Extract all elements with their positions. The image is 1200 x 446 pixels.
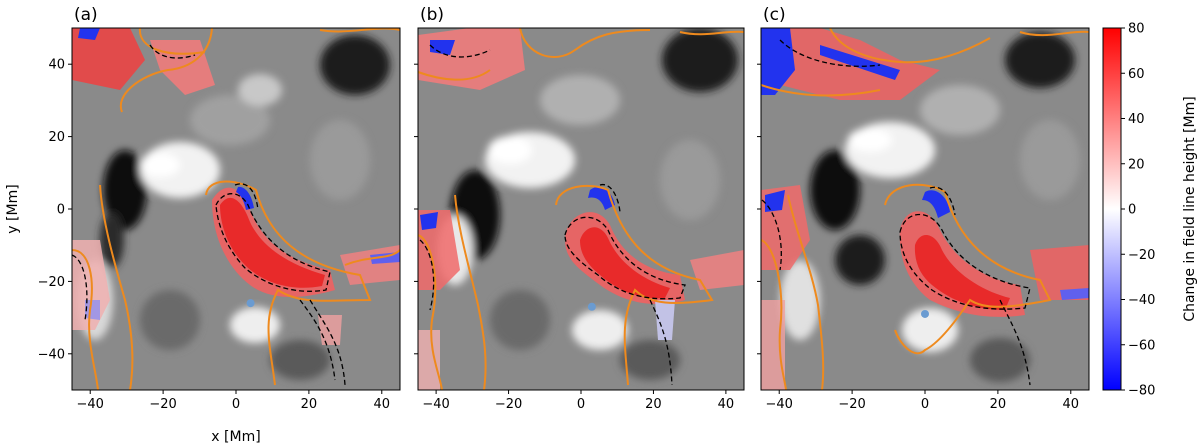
x-axis-label: x [Mm] [211,429,260,445]
height-change-b [418,28,744,390]
y-tick-label-a: 0 [57,203,65,218]
x-tick-label-b: 20 [645,397,662,412]
footpoint-marker-b [587,302,596,311]
x-tick-label-b: −40 [422,397,449,412]
magnetogram-a [72,28,400,390]
colorbar-ticks: 80 60 40 20 0 −20 −40 −60 −80 [1121,22,1155,399]
x-tick-label-c: −20 [838,397,865,412]
colorbar: 80 60 40 20 0 −20 −40 −60 −80 Change in field li… [1102,22,1198,399]
colorbar-tick-label: −60 [1128,338,1155,353]
x-tick-label-b: −20 [495,397,522,412]
colorbar-tick-label: −20 [1128,248,1155,263]
panel-b: (b) [417,5,745,391]
x-tick-label-a: −40 [77,397,104,412]
panel-c: (c) [760,5,1090,391]
colorbar-label: Change in field line height [Mm] [1182,96,1198,321]
contours-b [418,28,744,390]
panel-label-c: (c) [763,5,786,25]
colorbar-tick-label: −40 [1128,293,1155,308]
footpoint-marker-c [921,309,929,318]
y-tick-label-a: −40 [38,347,65,362]
colorbar-tick-label: −80 [1128,384,1155,399]
colorbar-tick-label: 60 [1128,67,1145,82]
colorbar-tick-label: 80 [1128,22,1145,37]
x-tick-label-b: 40 [718,397,735,412]
y-axis-label: y [Mm] [5,184,21,233]
x-tick-label-c: 20 [990,397,1007,412]
x-tick-label-b: 0 [577,397,585,412]
x-tick-label-a: 40 [374,397,391,412]
magnetogram-b [418,28,744,390]
panel-label-b: (b) [420,5,444,25]
footpoint-marker-a [246,299,255,308]
colorbar-tick-label: 40 [1128,112,1145,127]
contours-a [72,28,400,390]
y-tick-label-a: −20 [38,275,65,290]
panel-label-a: (a) [74,5,98,25]
colorbar-gradient [1103,28,1121,390]
axis-ticks: −40 −20 0 20 40 40 20 0 −20 −40 −40 −20 0 20 40 −40 −20 0… [38,58,1079,412]
panel-a: (a) [71,5,401,391]
y-tick-label-a: 40 [48,58,65,73]
magnetogram-c [761,28,1089,390]
colorbar-tick-label: 20 [1128,157,1145,172]
x-tick-label-a: 0 [232,397,240,412]
y-tick-label-a: 20 [48,130,65,145]
x-tick-label-a: 20 [301,397,318,412]
x-tick-label-c: 40 [1063,397,1080,412]
colorbar-tick-label: 0 [1128,203,1136,218]
x-tick-label-c: −40 [766,397,793,412]
contours-c [761,28,1089,390]
x-tick-label-c: 0 [921,397,929,412]
x-tick-label-a: −20 [149,397,176,412]
height-change-c [761,28,1089,390]
